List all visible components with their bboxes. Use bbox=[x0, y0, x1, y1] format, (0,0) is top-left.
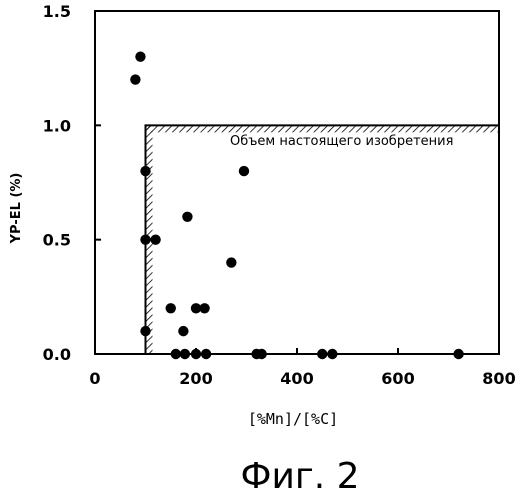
y-tick-label: 1.0 bbox=[43, 116, 71, 135]
data-point bbox=[130, 74, 140, 84]
x-tick-label: 0 bbox=[89, 369, 100, 388]
data-point bbox=[201, 349, 211, 359]
data-point bbox=[453, 349, 463, 359]
data-point bbox=[140, 326, 150, 336]
y-axis: 0.0 0.5 1.0 1.5 bbox=[43, 2, 101, 364]
data-point bbox=[166, 303, 176, 313]
data-point bbox=[239, 166, 249, 176]
region-label: Объем настоящего изобретения bbox=[230, 134, 453, 149]
data-point bbox=[226, 257, 236, 267]
data-point bbox=[182, 212, 192, 222]
data-point bbox=[150, 234, 160, 244]
data-points bbox=[130, 52, 464, 360]
x-tick-label: 400 bbox=[280, 369, 313, 388]
y-axis-title: YP-EL (%) bbox=[9, 173, 24, 245]
data-point bbox=[191, 349, 201, 359]
data-point bbox=[140, 234, 150, 244]
data-point bbox=[256, 349, 266, 359]
data-point bbox=[199, 303, 209, 313]
y-tick-label: 0.5 bbox=[43, 231, 71, 250]
y-tick-label: 0.0 bbox=[43, 345, 71, 364]
figure-caption: Фиг. 2 bbox=[240, 456, 359, 497]
plot-frame bbox=[95, 11, 499, 354]
x-tick-label: 600 bbox=[381, 369, 414, 388]
x-tick-label: 200 bbox=[179, 369, 212, 388]
y-tick-label: 1.5 bbox=[43, 2, 71, 21]
data-point bbox=[140, 166, 150, 176]
x-tick-label: 800 bbox=[482, 369, 515, 388]
data-point bbox=[171, 349, 181, 359]
x-axis-title: [%Mn]/[%C] bbox=[248, 410, 338, 428]
data-point bbox=[180, 349, 190, 359]
region-hatch-top bbox=[146, 125, 500, 132]
data-point bbox=[317, 349, 327, 359]
data-point bbox=[178, 326, 188, 336]
data-point bbox=[327, 349, 337, 359]
data-point bbox=[135, 52, 145, 62]
region-boundary bbox=[146, 125, 500, 354]
